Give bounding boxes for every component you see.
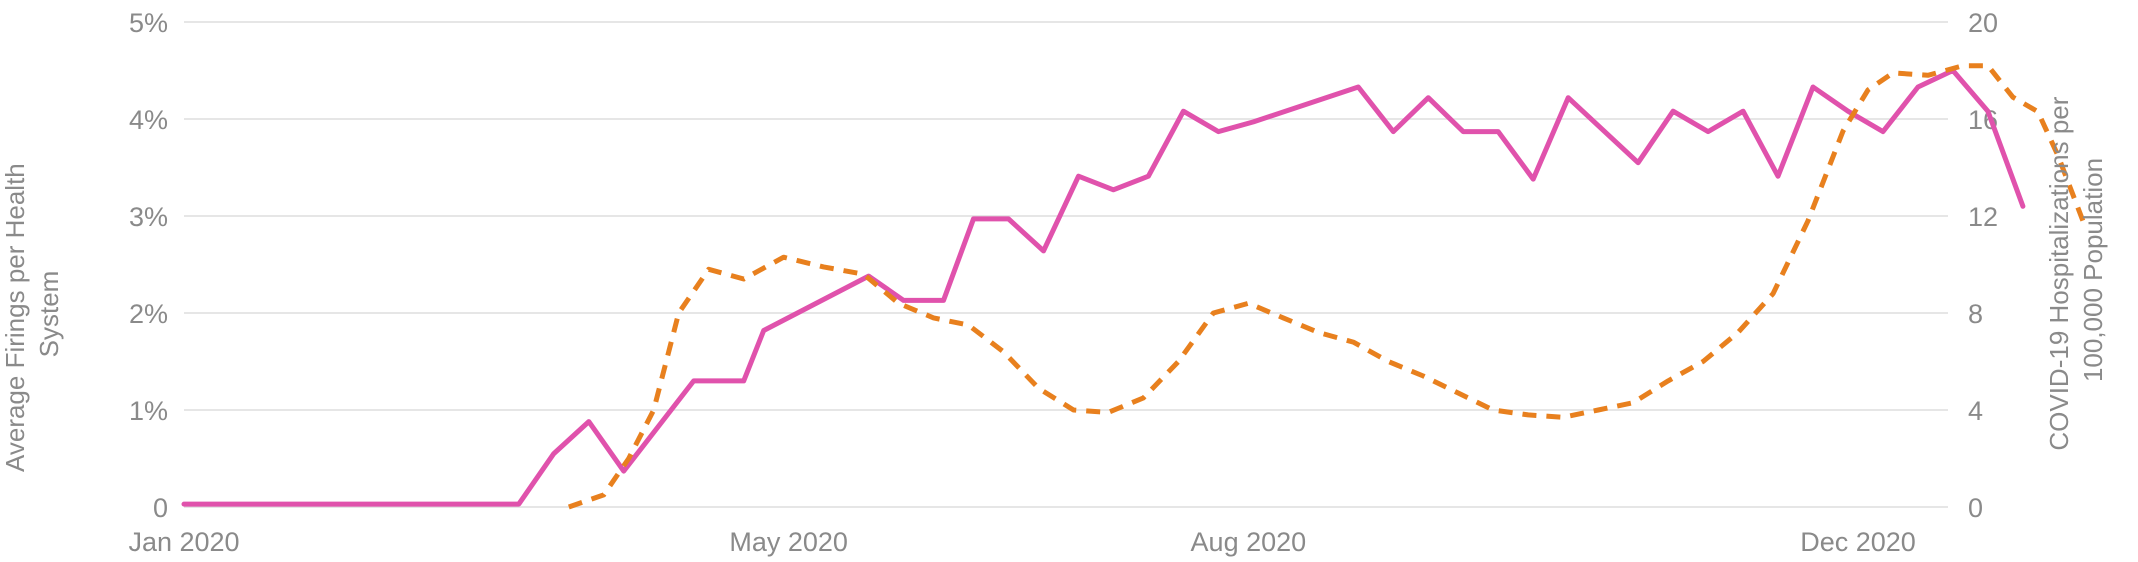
left-y-tick-label: 4% bbox=[129, 105, 168, 135]
left-y-tick-label: 2% bbox=[129, 299, 168, 329]
right-y-tick-label: 0 bbox=[1968, 493, 1983, 523]
x-tick-label: May 2020 bbox=[729, 527, 848, 557]
x-tick-label: Dec 2020 bbox=[1800, 527, 1916, 557]
left-axis-title: Average Firings per Health System bbox=[0, 156, 64, 472]
left-y-tick-label: 1% bbox=[129, 396, 168, 426]
right-axis-title-line-1: COVID-19 Hospitalizations per bbox=[2044, 96, 2074, 450]
hospitalizations-line bbox=[567, 63, 2086, 510]
left-y-tick-label: 5% bbox=[129, 8, 168, 38]
right-y-tick-label: 4 bbox=[1968, 396, 1983, 426]
x-axis-ticks: Jan 2020 May 2020 Aug 2020 Dec 2020 bbox=[128, 527, 1915, 557]
series-lines bbox=[181, 63, 2086, 510]
left-axis-title-line-2: System bbox=[34, 271, 64, 358]
right-y-tick-label: 12 bbox=[1968, 202, 1998, 232]
right-y-tick-label: 20 bbox=[1968, 8, 1998, 38]
right-y-tick-label: 8 bbox=[1968, 299, 1983, 329]
gridlines bbox=[184, 21, 1948, 508]
left-y-tick-label: 3% bbox=[129, 202, 168, 232]
left-y-tick-label: 0 bbox=[153, 493, 168, 523]
left-axis-title-line-1: Average Firings per Health bbox=[0, 163, 30, 472]
x-tick-label: Jan 2020 bbox=[128, 527, 239, 557]
x-tick-label: Aug 2020 bbox=[1191, 527, 1307, 557]
right-axis-title-line-2: 100,000 Population bbox=[2078, 158, 2108, 382]
right-axis-title: COVID-19 Hospitalizations per 100,000 Po… bbox=[2044, 89, 2108, 450]
left-y-axis-ticks: 0 1% 2% 3% 4% 5% bbox=[129, 8, 168, 523]
firings-line bbox=[181, 68, 2026, 507]
